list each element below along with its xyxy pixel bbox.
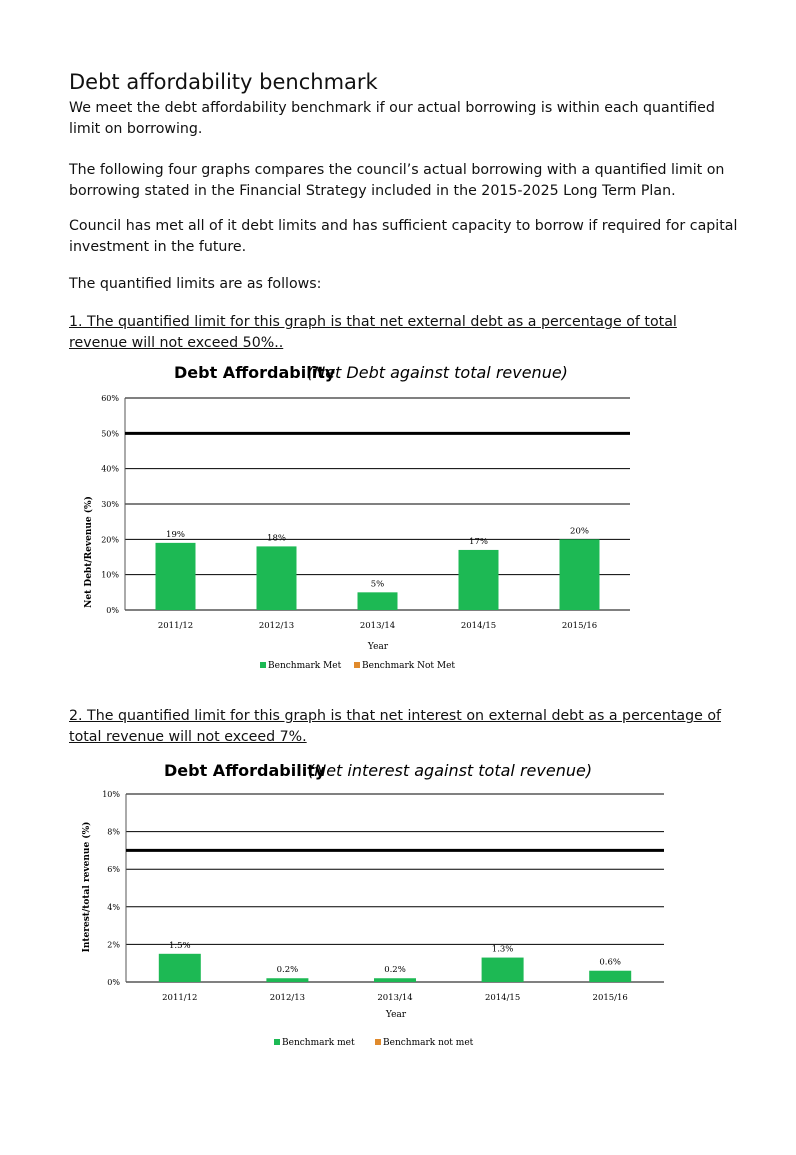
chart-title: Debt Affordability <box>164 761 326 780</box>
x-tick-label: 2015/16 <box>593 993 628 1003</box>
x-tick-label: 2011/12 <box>158 621 193 631</box>
bar-2012-13 <box>266 978 309 982</box>
bar-2011-12 <box>158 953 201 982</box>
legend: Benchmark met Benchmark not met <box>274 1038 474 1048</box>
legend: Benchmark Met Benchmark Not Met <box>260 661 455 671</box>
data-label: 19% <box>166 530 185 540</box>
y-tick-label: 40% <box>101 465 119 474</box>
x-tick-label: 2015/16 <box>562 621 597 631</box>
x-tick-label: 2011/12 <box>162 993 197 1003</box>
bar-2015-16 <box>559 539 600 610</box>
chart-subtitle: (Net Debt against total revenue) <box>307 363 568 382</box>
legend-swatch-met <box>274 1039 280 1045</box>
bar-2012-13 <box>256 546 297 610</box>
data-label: 18% <box>267 533 286 543</box>
y-tick-label: 20% <box>101 535 119 544</box>
x-tick-label: 2014/15 <box>461 621 496 631</box>
y-tick-label: 8% <box>107 828 120 837</box>
x-tick-label: 2013/14 <box>377 993 412 1003</box>
legend-swatch-not-met <box>354 662 360 668</box>
y-tick-label: 60% <box>101 394 119 403</box>
y-tick-label: 0% <box>107 978 120 987</box>
paragraph-limits-met: Council has met all of it debt limits an… <box>69 218 738 255</box>
chart-subtitle: (Net interest against total revenue) <box>308 761 592 780</box>
legend-label-met: Benchmark Met <box>268 661 342 671</box>
legend-label-not-met: Benchmark not met <box>383 1038 474 1048</box>
plot-area: 0% 2% 4% 6% 8% 10% 1.5% 2011/12 0.2% 2012/13 0.2% 2… <box>102 790 664 1003</box>
y-tick-label: 10% <box>101 571 119 580</box>
y-tick-label: 50% <box>101 429 119 438</box>
paragraph-benchmark-intro: We meet the debt affordability benchmark… <box>69 100 715 137</box>
bar-2013-14 <box>374 978 416 982</box>
x-tick-label: 2013/14 <box>360 621 395 631</box>
data-label: 1.5% <box>169 941 191 951</box>
y-tick-label: 6% <box>107 865 120 874</box>
limit-1-text: 1. The quantified limit for this graph i… <box>69 314 677 351</box>
data-label: 0.2% <box>384 965 406 975</box>
y-axis-label: Net Debt/Revenue (%) <box>83 496 94 608</box>
legend-label-not-met: Benchmark Not Met <box>362 661 455 671</box>
x-axis-label: Year <box>385 1010 407 1020</box>
limit-2-text: 2. The quantified limit for this graph i… <box>69 708 722 745</box>
legend-swatch-met <box>260 662 266 668</box>
bar-2015-16 <box>589 970 632 982</box>
chart-title: Debt Affordability <box>174 363 336 382</box>
chart-net-interest: Debt Affordability (Net interest against… <box>81 761 664 1048</box>
legend-label-met: Benchmark met <box>282 1038 355 1048</box>
x-axis-label: Year <box>367 642 389 652</box>
y-tick-label: 10% <box>102 790 120 799</box>
data-label: 5% <box>371 579 385 589</box>
bar-2014-15 <box>481 957 524 982</box>
y-axis-label: Interest/total revenue (%) <box>81 822 92 953</box>
y-tick-label: 2% <box>107 940 120 949</box>
data-label: 0.2% <box>277 965 299 975</box>
data-label: 1.3% <box>492 945 514 955</box>
paragraph-graphs-description: The following four graphs compares the c… <box>69 162 725 199</box>
plot-area: 0% 10% 20% 30% 40% 50% 60% 19% 2011/12 18% 2012/13… <box>101 394 630 631</box>
x-tick-label: 2014/15 <box>485 993 520 1003</box>
data-label: 0.6% <box>599 958 621 968</box>
chart-net-debt: Debt Affordability (Net Debt against tot… <box>83 363 630 671</box>
page-heading: Debt affordability benchmark <box>69 70 378 94</box>
paragraph-limits-intro: The quantified limits are as follows: <box>69 276 322 292</box>
legend-swatch-not-met <box>375 1039 381 1045</box>
y-tick-label: 30% <box>101 500 119 509</box>
bar-2014-15 <box>458 549 499 610</box>
y-tick-label: 4% <box>107 903 120 912</box>
y-tick-label: 0% <box>106 606 119 615</box>
x-tick-label: 2012/13 <box>270 993 305 1003</box>
data-label: 17% <box>469 537 488 547</box>
x-tick-label: 2012/13 <box>259 621 294 631</box>
bar-2013-14 <box>357 592 398 610</box>
data-label: 20% <box>570 526 589 536</box>
bar-2011-12 <box>155 542 196 610</box>
